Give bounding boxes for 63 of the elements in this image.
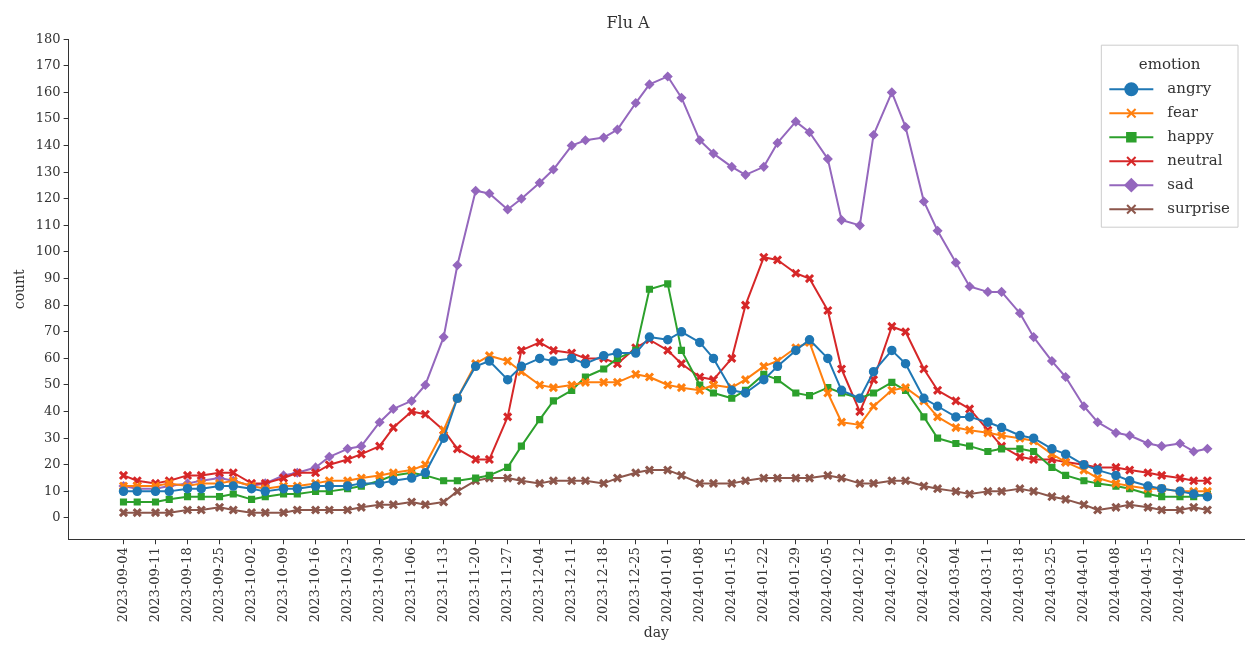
- x-tick-label: 2024-03-11: [979, 547, 995, 623]
- x-tick-label: 2024-04-15: [1139, 547, 1155, 623]
- x-tick-label: 2023-10-02: [242, 547, 258, 623]
- x-axis-title: day: [643, 624, 670, 641]
- x-tick-label: 2023-09-11: [146, 547, 162, 623]
- y-tick-label: 100: [35, 243, 61, 259]
- x-tick-label: 2023-12-11: [563, 547, 579, 623]
- x-tick-label: 2023-11-27: [499, 547, 515, 623]
- x-tick-label: 2024-01-08: [691, 547, 707, 623]
- x-tick-label: 2023-10-30: [370, 547, 386, 623]
- legend-label: happy: [1167, 127, 1215, 146]
- y-tick-label: 120: [35, 190, 61, 206]
- x-tick-label: 2024-03-04: [947, 547, 963, 623]
- x-tick-label: 2023-09-18: [178, 547, 194, 623]
- y-tick-label: 160: [35, 83, 61, 99]
- y-tick-label: 60: [44, 349, 61, 365]
- x-tick-label: 2024-04-08: [1107, 547, 1123, 623]
- y-tick-label: 20: [44, 456, 61, 472]
- x-tick-label: 2024-03-18: [1011, 547, 1027, 623]
- y-tick-label: 140: [35, 136, 61, 152]
- legend-label: surprise: [1167, 199, 1231, 218]
- y-tick-label: 10: [44, 482, 61, 498]
- x-tick-label: 2023-11-13: [435, 547, 451, 623]
- x-tick-label: 2023-12-18: [595, 547, 611, 623]
- x-tick-label: 2024-02-05: [819, 547, 835, 623]
- x-tick-label: 2023-11-20: [467, 547, 483, 623]
- y-tick-label: 180: [35, 30, 61, 46]
- x-tick-label: 2024-01-15: [723, 547, 739, 623]
- y-tick-label: 0: [52, 509, 61, 525]
- y-tick-label: 170: [35, 57, 61, 73]
- x-tick-label: 2023-10-16: [306, 547, 322, 623]
- x-tick-label: 2024-03-25: [1043, 547, 1059, 623]
- legend-label: fear: [1167, 103, 1199, 122]
- x-tick-label: 2023-09-04: [114, 547, 130, 623]
- legend-label: sad: [1167, 175, 1194, 194]
- x-tick-label: 2024-02-12: [851, 547, 867, 623]
- x-tick-label: 2024-02-26: [915, 547, 931, 623]
- x-tick-label: 2024-04-01: [1075, 547, 1091, 623]
- y-tick-label: 70: [44, 323, 61, 339]
- x-tick-label: 2023-10-09: [274, 547, 290, 623]
- y-tick-label: 80: [44, 296, 61, 312]
- x-tick-label: 2024-01-01: [659, 547, 675, 623]
- y-tick-label: 30: [44, 429, 61, 445]
- y-tick-label: 150: [35, 110, 61, 126]
- x-tick-label: 2024-01-29: [787, 547, 803, 623]
- x-tick-label: 2023-12-25: [627, 547, 643, 623]
- legend-label: neutral: [1167, 151, 1223, 170]
- x-tick-label: 2023-10-23: [338, 547, 354, 623]
- x-tick-label: 2023-12-04: [531, 547, 547, 623]
- y-tick-label: 40: [44, 402, 61, 418]
- y-tick-label: 90: [44, 269, 61, 285]
- y-tick-label: 110: [35, 216, 61, 232]
- y-tick-label: 50: [44, 376, 61, 392]
- x-tick-label: 2023-11-06: [403, 547, 418, 623]
- legend-label: angry: [1167, 79, 1212, 98]
- y-axis-title: count: [11, 268, 28, 310]
- x-tick-label: 2024-01-22: [755, 547, 771, 623]
- x-tick-label: 2024-02-19: [883, 547, 899, 623]
- y-tick-label: 130: [35, 163, 61, 179]
- x-tick-label: 2024-04-22: [1171, 547, 1187, 623]
- x-tick-label: 2023-09-25: [210, 547, 226, 623]
- legend-title: emotion: [1138, 55, 1201, 74]
- chart-title: Flu A: [606, 12, 651, 32]
